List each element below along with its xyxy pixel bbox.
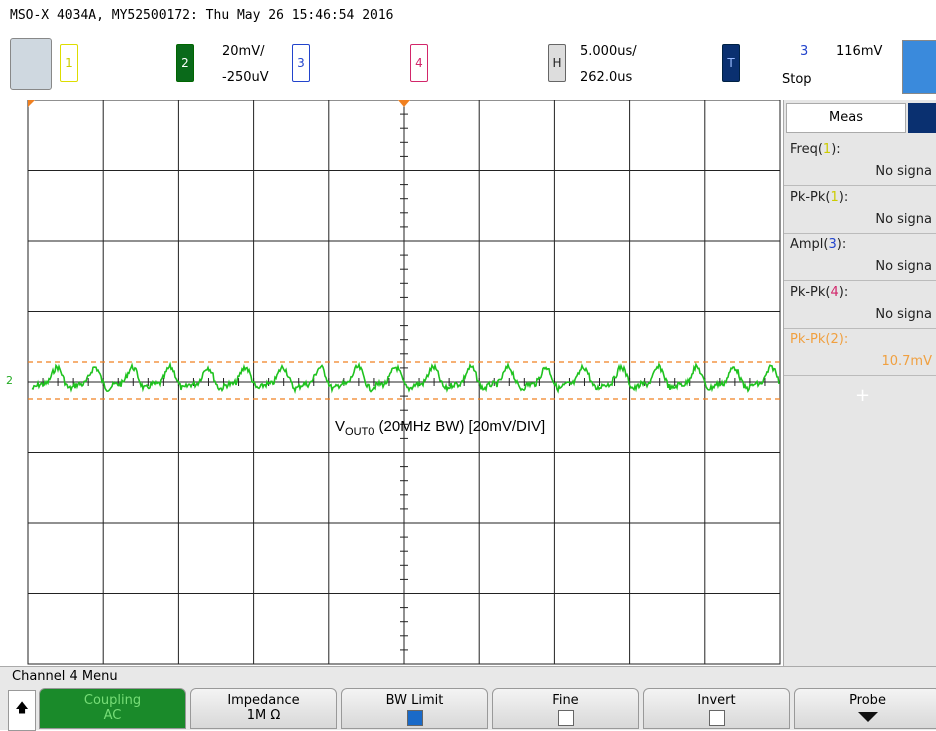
meas-value: 10.7mV <box>881 354 932 369</box>
meas-label: Pk-Pk(1): <box>790 190 936 205</box>
time-delay: 262.0us <box>580 70 633 85</box>
meas-suffix: ): <box>831 142 841 157</box>
softkey-value: 1M Ω <box>246 708 281 723</box>
ch2-offset: -250uV <box>222 70 269 85</box>
waveform-label: VOUT0 (20MHz BW) [20mV/DIV] <box>335 418 545 438</box>
meas-suffix: ): <box>838 189 849 205</box>
meas-prefix: Ampl( <box>790 237 829 252</box>
meas-prefix: Freq( <box>790 142 823 157</box>
tool-button[interactable] <box>902 40 936 94</box>
meas-label: Pk-Pk(2): <box>790 332 936 347</box>
ch2-button[interactable]: 2 <box>176 44 194 82</box>
meas-label: Ampl(3): <box>790 237 936 252</box>
softkey-label: Invert <box>697 693 736 708</box>
logo-button[interactable] <box>10 38 52 90</box>
softkey-label: Probe <box>849 693 886 708</box>
meas-prefix: Pk-Pk( <box>790 332 831 347</box>
meas-sep <box>784 232 936 234</box>
label-main: V <box>335 418 346 435</box>
softkey[interactable]: Coupling AC <box>39 688 186 729</box>
softkey-check <box>406 710 423 726</box>
meas-channel: 1 <box>830 189 839 205</box>
trig-source: 3 <box>800 44 809 59</box>
meas-prefix: Pk-Pk( <box>790 284 831 300</box>
meas-value: No signa <box>875 211 932 227</box>
softkey[interactable]: BW Limit <box>341 688 488 729</box>
waveform <box>31 361 780 395</box>
softkey-label: Impedance <box>227 693 300 708</box>
meas-tab2[interactable] <box>908 103 936 133</box>
meas-value: No signa <box>875 306 932 322</box>
meas-add[interactable]: + <box>855 385 871 406</box>
meas-suffix: ): <box>836 237 847 252</box>
meas-prefix: Pk-Pk( <box>790 189 831 205</box>
header: MSO-X 4034A, MY52500172: Thu May 26 15:4… <box>10 8 394 23</box>
ch3-button[interactable]: 3 <box>292 44 310 82</box>
trig-level: 116mV <box>836 44 883 59</box>
trig-marker <box>398 100 410 107</box>
softkey[interactable]: Probe <box>794 688 936 729</box>
ch1-button[interactable]: 1 <box>60 44 78 82</box>
meas-suffix: ): <box>838 284 849 300</box>
meas-channel: 2 <box>830 332 839 347</box>
meas-sep <box>784 375 936 376</box>
ref-marker <box>28 100 35 107</box>
meas-sep <box>784 327 936 329</box>
meas-suffix: ): <box>838 332 849 347</box>
menu-title: Channel 4 Menu <box>12 669 118 684</box>
meas-channel: 3 <box>828 237 837 252</box>
meas-channel: 4 <box>830 284 839 300</box>
trig-button[interactable]: T <box>722 44 740 82</box>
ground-marker: 2 <box>6 374 13 387</box>
meas-value: No signa <box>875 164 932 179</box>
softkey-label: Coupling <box>83 693 142 708</box>
softkey[interactable]: Invert <box>643 688 790 729</box>
ch4-button[interactable]: 4 <box>410 44 428 82</box>
meas-channel: 1 <box>822 142 832 157</box>
run-state: Stop <box>782 72 812 87</box>
softkey-label: Fine <box>552 693 579 708</box>
softkey-label: BW Limit <box>385 693 444 708</box>
meas-sep <box>784 280 936 281</box>
meas-panel <box>783 100 936 666</box>
time-scale: 5.000us/ <box>580 44 637 59</box>
label-rest: (20MHz BW) [20mV/DIV] <box>378 418 546 435</box>
meas-sep <box>784 185 936 186</box>
softkey-arrow <box>857 712 878 722</box>
horiz-button[interactable]: H <box>548 44 566 82</box>
meas-label: Pk-Pk(4): <box>790 285 936 300</box>
ch2-scale: 20mV/ <box>222 44 265 59</box>
softkey-check <box>557 710 574 726</box>
label-sub: OUT0 <box>345 426 375 438</box>
meas-value: No signa <box>875 259 932 274</box>
softkey-value: AC <box>103 708 122 723</box>
softkey[interactable]: Fine <box>492 688 639 729</box>
back-button[interactable]: 🡅 <box>8 690 36 731</box>
softkey-check <box>708 710 725 726</box>
softkey[interactable]: Impedance 1M Ω <box>190 688 337 729</box>
graticule <box>27 100 781 665</box>
meas-label: Freq(1): <box>790 142 936 157</box>
meas-tab[interactable]: Meas <box>786 103 906 133</box>
